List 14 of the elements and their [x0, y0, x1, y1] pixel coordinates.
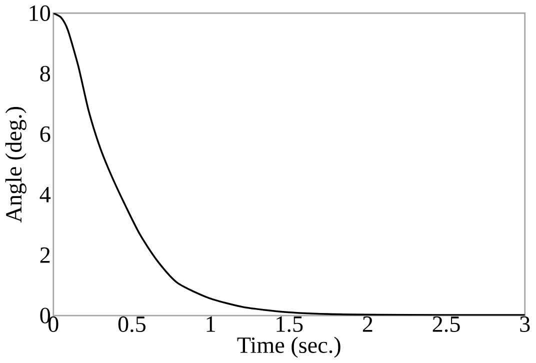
y-tick-label: 4 — [40, 186, 51, 202]
y-tick-label: 6 — [40, 126, 50, 142]
x-tick-label: 1.5 — [276, 316, 303, 332]
x-tick-label: 2 — [362, 316, 372, 332]
y-tick-label: 8 — [40, 66, 50, 82]
line-series — [53, 13, 525, 316]
y-tick-label: 10 — [30, 5, 50, 21]
x-tick-label: 1 — [206, 316, 215, 332]
y-axis-title: Angle (deg.) — [5, 106, 26, 223]
y-tick-label: 2 — [40, 247, 50, 263]
x-tick-label: 0.5 — [118, 316, 146, 332]
x-tick-label: 2.5 — [432, 316, 460, 332]
x-axis-title: Time (sec.) — [237, 336, 340, 358]
x-tick-label: 3 — [520, 316, 530, 332]
